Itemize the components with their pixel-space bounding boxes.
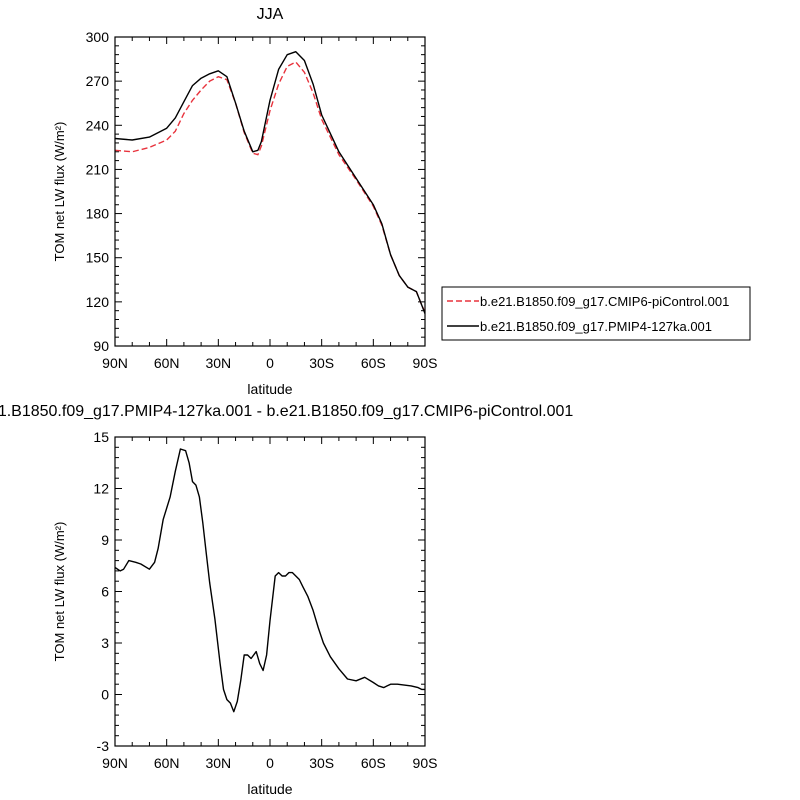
y-tick-label: 240 — [86, 117, 110, 133]
chart-title: b.e21.B1850.f09_g17.PMIP4-127ka.001 - b.… — [0, 403, 573, 420]
y-tick-label: 150 — [86, 250, 110, 266]
y-tick-label: 270 — [86, 73, 110, 89]
ticks — [114, 36, 426, 347]
x-axis-label: latitude — [247, 381, 292, 397]
plot-frame — [114, 436, 426, 747]
top-panel: 90 120 150 180 210 240 270 300 90N 60N 30N 0 30S 60S 9… — [52, 6, 751, 397]
y-tick-label: 3 — [101, 635, 109, 651]
y-tick-label: 210 — [86, 161, 110, 177]
x-tick-label: 0 — [266, 755, 274, 771]
y-tick-label: 15 — [93, 429, 109, 445]
plot-frame — [114, 36, 426, 347]
x-axis-label: latitude — [247, 781, 292, 797]
y-tick-label: 6 — [101, 584, 109, 600]
legend-entry-1: b.e21.B1850.f09_g17.PMIP4-127ka.001 — [480, 319, 712, 334]
x-tick-label: 30S — [309, 355, 334, 371]
bottom-panel: -3 0 3 6 9 12 15 90N 60N 30N 0 30S 60S 90S b.e21.B1850… — [0, 403, 573, 797]
y-axis-label: TOM net LW flux (W/m²) — [52, 522, 67, 662]
x-tick-label: 30N — [205, 355, 231, 371]
chart-title: JJA — [257, 6, 284, 23]
y-tick-label: -3 — [97, 738, 110, 754]
x-tick-label: 30S — [309, 755, 334, 771]
x-tick-label: 60S — [361, 355, 386, 371]
y-tick-label: 180 — [86, 206, 110, 222]
y-tick-label: 120 — [86, 294, 110, 310]
legend: b.e21.B1850.f09_g17.CMIP6-piControl.001b… — [441, 286, 751, 341]
x-tick-label: 90N — [102, 355, 128, 371]
x-tick-label: 90S — [413, 355, 438, 371]
legend-entry-0: b.e21.B1850.f09_g17.CMIP6-piControl.001 — [480, 294, 729, 309]
x-tick-label: 60S — [361, 755, 386, 771]
y-tick-label: 9 — [101, 532, 109, 548]
ticks — [114, 436, 426, 747]
y-tick-label: 12 — [93, 481, 109, 497]
y-tick-label: 0 — [101, 687, 109, 703]
series-line-0 — [115, 448, 425, 713]
x-tick-label: 60N — [154, 355, 180, 371]
x-tick-label: 90N — [102, 755, 128, 771]
y-tick-label: 90 — [93, 338, 109, 354]
x-tick-label: 0 — [266, 355, 274, 371]
x-tick-label: 90S — [413, 755, 438, 771]
series-line-1 — [115, 51, 425, 314]
y-axis-label: TOM net LW flux (W/m²) — [52, 122, 67, 262]
series-line-0 — [115, 61, 425, 313]
x-tick-label: 60N — [154, 755, 180, 771]
legend-box — [441, 286, 751, 341]
x-tick-label: 30N — [205, 755, 231, 771]
y-tick-label: 300 — [86, 29, 110, 45]
